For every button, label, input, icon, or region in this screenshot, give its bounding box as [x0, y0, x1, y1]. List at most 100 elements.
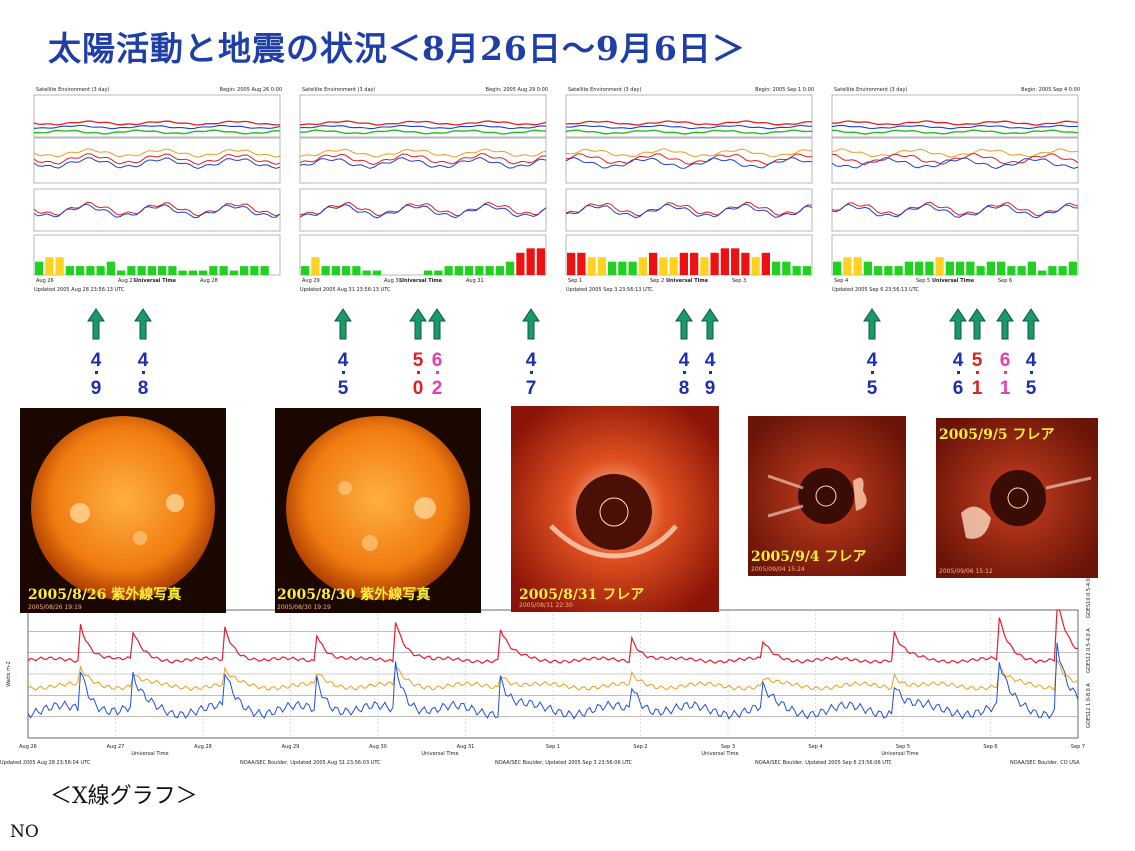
- panel-subplot-1: [299, 94, 547, 138]
- kp-bar: [669, 257, 678, 275]
- xray-footer: NOAA/SEC Boulder, Updated 2005 Aug 31 23…: [240, 760, 381, 766]
- earthquake-arrow: [334, 308, 352, 340]
- earthquake-arrow: [87, 308, 105, 340]
- kp-bar: [516, 252, 525, 275]
- panel-header-left: Satellite Environment (3 day): [302, 87, 376, 93]
- panel-subplot-3: [33, 188, 281, 232]
- kp-bar: [485, 266, 494, 275]
- kp-bar: [240, 266, 249, 275]
- kp-bar: [301, 266, 310, 275]
- panel-svg: Satellite Environment (3 day) Begin: 2005…: [831, 87, 1080, 293]
- magnitude-top-digit: 4: [1025, 350, 1037, 371]
- photo-timestamp: 2005/08/31 22:30: [519, 602, 573, 609]
- panel-tick-label: Aug 29: [302, 278, 320, 284]
- magnitude-top-digit: 4: [704, 350, 716, 371]
- kp-bar: [638, 257, 647, 275]
- magnitude-top-digit: 4: [678, 350, 690, 371]
- panel-svg: Satellite Environment (3 day) Begin: 2005…: [33, 87, 282, 293]
- xray-series-goes10: [27, 658, 1079, 692]
- kp-bar: [372, 270, 381, 275]
- panel-header-right: Begin: 2005 Aug 29 0:00: [486, 87, 548, 93]
- photo-timestamp: 2005/08/26 19:19: [28, 604, 82, 611]
- photo-timestamp: 2005/09/04 15:24: [751, 566, 805, 573]
- kp-bar: [925, 261, 934, 275]
- xray-footer: NOAA/SEC Boulder, Updated 2005 Sep 3 23:…: [495, 760, 633, 766]
- magnitude-decimal-point: [417, 371, 420, 374]
- kp-bar: [506, 261, 515, 275]
- kp-bar: [1038, 270, 1047, 275]
- panel-tick-label: Aug 30: [384, 278, 402, 284]
- electron-flux-blue: [831, 156, 1079, 170]
- kp-bar: [342, 266, 351, 275]
- xray-ylabel: Watts m-2: [6, 661, 12, 687]
- sun-photo-2: 2005/8/30 紫外線写真 2005/08/30 19:19: [275, 408, 481, 613]
- kp-bar: [536, 248, 545, 275]
- kp-bar: [945, 261, 954, 275]
- footer-text: NO: [10, 822, 39, 842]
- xray-xlabel: Universal Time: [131, 751, 168, 757]
- panel-content: Satellite Environment (3 day) Begin: 2005…: [299, 87, 548, 293]
- xray-tick-label: Aug 26: [19, 744, 37, 750]
- xray-tick-label: Sep 1: [546, 744, 560, 750]
- earthquake-arrow: [996, 308, 1014, 340]
- sun-disk-image: [286, 416, 470, 600]
- coronagraph-image: [511, 406, 719, 612]
- magnitude-bottom-digit: 9: [90, 378, 102, 399]
- kp-bar: [35, 261, 44, 275]
- kp-bar: [976, 266, 985, 275]
- kp-bar: [628, 261, 637, 275]
- satellite-panel-4: Satellite Environment (3 day) Begin: 2005…: [828, 85, 1090, 300]
- xray-footer: NOAA/SEC Boulder, Updated 2005 Sep 6 23:…: [755, 760, 893, 766]
- magnetometer-blue: [33, 203, 281, 219]
- magnitude-top-digit: 4: [337, 350, 349, 371]
- satellite-panel-1: Satellite Environment (3 day) Begin: 2005…: [30, 85, 292, 300]
- kp-bar: [884, 266, 893, 275]
- electron-flux-blue: [565, 156, 813, 169]
- kp-bar: [802, 266, 811, 275]
- kp-bar: [45, 257, 54, 275]
- xray-tick-label: Sep 5: [896, 744, 910, 750]
- xray-graph-label: ＜X線グラフ＞: [50, 784, 198, 809]
- sun-disk-image: [31, 416, 215, 600]
- panel-subplot-1: [565, 94, 813, 138]
- electron-flux-orange: [565, 148, 813, 158]
- panel-content: Satellite Environment (3 day) Begin: 2005…: [565, 87, 814, 293]
- xray-tick-label: Aug 31: [457, 744, 475, 750]
- panel-xlabel: Universal Time: [666, 278, 709, 284]
- panel-subplot-3: [831, 188, 1079, 232]
- xray-tick-label: Sep 3: [721, 744, 735, 750]
- kp-bar: [710, 252, 719, 275]
- panel-tick-label: Sep 1: [568, 278, 582, 284]
- coronagraph-image: [748, 416, 906, 576]
- magnitude-decimal-point: [871, 371, 874, 374]
- electron-flux-blue: [299, 156, 547, 169]
- kp-bar: [321, 266, 330, 275]
- kp-bar: [597, 257, 606, 275]
- xray-tick-label: Sep 7: [1071, 744, 1085, 750]
- kp-bar: [1027, 261, 1036, 275]
- kp-bar: [659, 257, 668, 275]
- magnetometer-red: [299, 201, 547, 217]
- magnitude-decimal-point: [976, 371, 979, 374]
- xray-legend-entry: GOES10 0.5-4.0 A: [1086, 573, 1092, 618]
- kp-bar: [199, 270, 208, 275]
- magnitude-bottom-digit: 6: [952, 378, 964, 399]
- kp-bar: [168, 266, 177, 275]
- earthquake-arrow: [134, 308, 152, 340]
- magnitude-top-digit: 4: [137, 350, 149, 371]
- kp-bar: [188, 270, 197, 275]
- panel-tick-label: Aug 26: [36, 278, 54, 284]
- panel-footer: Updated 2005 Aug 31 23:56:13 UTC: [300, 287, 391, 293]
- proton-flux-green: [831, 129, 1079, 135]
- kp-bar: [966, 261, 975, 275]
- panel-header-right: Begin: 2005 Sep 1 0:00: [755, 87, 814, 93]
- kp-bar: [76, 266, 85, 275]
- panel-header-left: Satellite Environment (3 day): [36, 87, 110, 93]
- magnitude-decimal-point: [709, 371, 712, 374]
- earthquake-arrow: [701, 308, 719, 340]
- kp-bar: [782, 261, 791, 275]
- kp-bar: [833, 261, 842, 275]
- panel-subplot-4: [831, 234, 1079, 276]
- earthquake-arrow: [409, 308, 427, 340]
- photo-caption: 2005/8/31 フレア: [519, 587, 645, 603]
